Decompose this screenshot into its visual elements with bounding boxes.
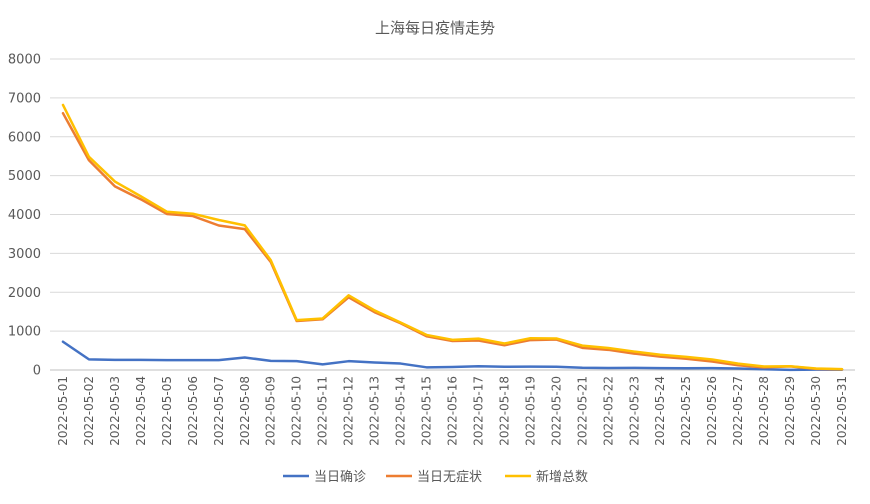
- x-tick-label: 2022-05-25: [679, 376, 693, 446]
- x-axis-ticks: 2022-05-01 2022-05-02 2022-05-03 2022-05-04…: [56, 376, 849, 446]
- x-tick-label: 2022-05-27: [731, 376, 745, 446]
- y-tick-label: 1000: [8, 325, 41, 340]
- x-tick-label: 2022-05-29: [783, 376, 797, 446]
- x-tick-label: 2022-05-12: [342, 376, 356, 446]
- x-tick-label: 2022-05-28: [757, 376, 771, 446]
- series-lines: [61, 103, 844, 372]
- legend-label-2: 新增总数: [536, 469, 588, 485]
- y-tick-label: 5000: [8, 169, 41, 184]
- x-tick-label: 2022-05-15: [420, 376, 434, 446]
- x-tick-label: 2022-05-09: [264, 376, 278, 446]
- y-tick-label: 7000: [8, 91, 41, 106]
- x-tick-label: 2022-05-08: [238, 376, 252, 446]
- series-line-2: [61, 103, 844, 371]
- legend: 当日确诊 当日无症状 新增总数: [283, 469, 588, 485]
- x-tick-label: 2022-05-31: [835, 376, 849, 446]
- x-tick-label: 2022-05-01: [56, 376, 70, 446]
- x-tick-label: 2022-05-04: [134, 376, 148, 446]
- x-tick-label: 2022-05-22: [601, 376, 615, 446]
- x-tick-label: 2022-05-14: [394, 376, 408, 446]
- x-tick-label: 2022-05-17: [471, 376, 485, 446]
- chart-title: 上海每日疫情走势: [375, 19, 495, 37]
- x-tick-label: 2022-05-06: [186, 376, 200, 446]
- x-tick-label: 2022-05-03: [108, 376, 122, 446]
- x-tick-label: 2022-05-19: [523, 376, 537, 446]
- x-tick-label: 2022-05-24: [653, 376, 667, 446]
- x-tick-label: 2022-05-20: [549, 376, 563, 446]
- x-tick-label: 2022-05-10: [290, 376, 304, 446]
- y-tick-label: 4000: [8, 208, 41, 223]
- x-tick-label: 2022-05-23: [627, 376, 641, 446]
- y-tick-label: 6000: [8, 130, 41, 145]
- series-line-0: [61, 340, 844, 372]
- legend-label-1: 当日无症状: [417, 470, 482, 485]
- y-tick-label: 8000: [8, 53, 41, 68]
- x-tick-label: 2022-05-21: [575, 376, 589, 446]
- x-tick-label: 2022-05-30: [809, 376, 823, 446]
- x-tick-label: 2022-05-07: [212, 376, 226, 446]
- x-tick-label: 2022-05-02: [82, 376, 96, 446]
- x-tick-label: 2022-05-05: [160, 376, 174, 446]
- x-tick-label: 2022-05-18: [497, 376, 511, 446]
- x-tick-label: 2022-05-16: [446, 376, 460, 446]
- y-tick-label: 0: [33, 364, 41, 379]
- legend-label-0: 当日确诊: [314, 470, 366, 485]
- x-tick-label: 2022-05-26: [705, 376, 719, 446]
- y-axis-ticks: 0 1000 2000 3000 4000 5000 6000 7000 8000: [8, 53, 41, 379]
- x-tick-label: 2022-05-13: [368, 376, 382, 446]
- y-tick-label: 3000: [8, 247, 41, 262]
- x-tick-label: 2022-05-11: [316, 376, 330, 446]
- y-tick-label: 2000: [8, 286, 41, 301]
